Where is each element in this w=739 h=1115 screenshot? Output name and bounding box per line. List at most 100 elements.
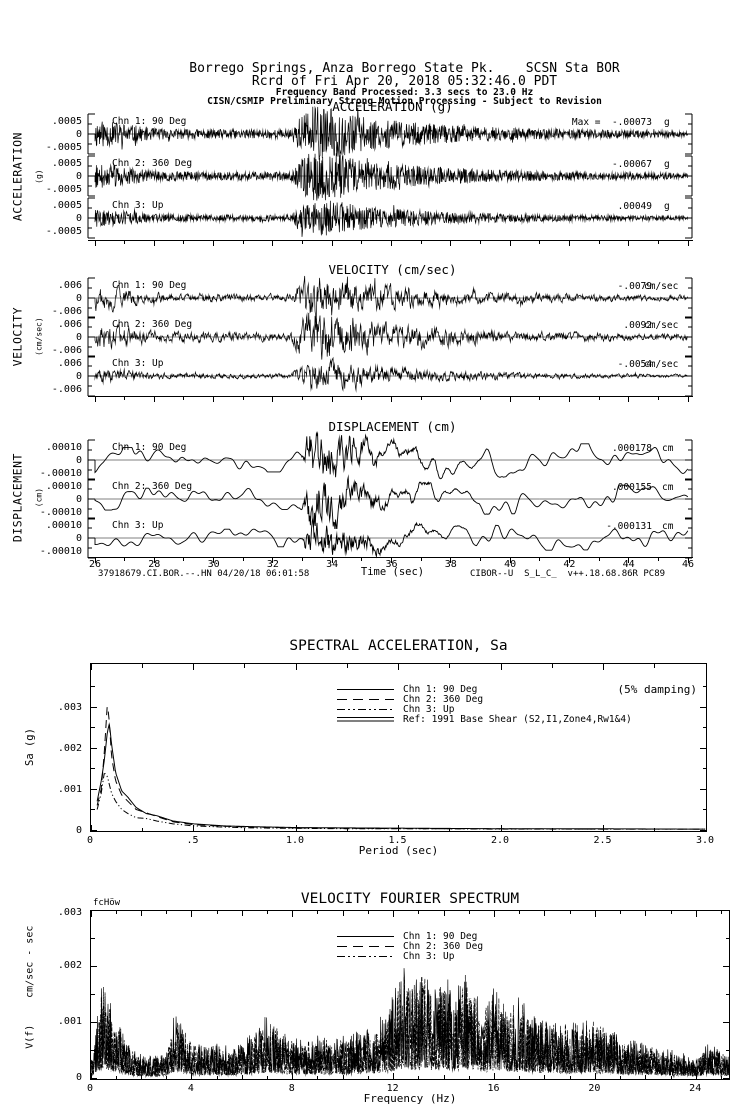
max-value-label: .000178 xyxy=(611,443,652,454)
fourier-y-axis-label: V(f) xyxy=(24,1024,36,1049)
channel-label: Chn 3: Up xyxy=(112,520,164,531)
legend-label: Chn 2: 360 Deg xyxy=(403,693,484,705)
sa-x-tick-label: 2.0 xyxy=(490,835,510,846)
fourier-x-tick xyxy=(393,911,395,917)
fourier-y-tick xyxy=(91,1077,97,1079)
legend-label: Chn 3: Up xyxy=(403,950,455,962)
fourier-x-tick xyxy=(569,911,571,914)
fourier-x-tick-label: 12 xyxy=(386,1083,399,1094)
legend-line-sample-solid xyxy=(337,688,394,690)
sa-x-tick xyxy=(295,664,297,670)
scale-label-bottom: -.0005 xyxy=(45,142,82,153)
fourier-x-tick xyxy=(594,911,596,917)
fourier-x-tick xyxy=(166,1076,168,1079)
fourier-y-tick xyxy=(723,1021,729,1023)
sa-y-tick xyxy=(91,809,95,810)
unit-label: cm/sec xyxy=(644,320,679,331)
fourier-x-tick xyxy=(292,911,294,917)
processing-version-footer: CIBOR--U S_L_C_ v++.18.68.86R PC89 xyxy=(470,569,666,579)
legend-line-sample-dash-dot-dot xyxy=(337,708,394,710)
max-value-label: .00049 xyxy=(617,201,652,212)
scale-label-bottom: -.006 xyxy=(51,384,82,395)
fourier-y-tick xyxy=(91,965,97,967)
fourier-x-tick xyxy=(115,1076,117,1079)
fourier-x-tick xyxy=(569,1076,571,1079)
waveform-canvas-displacement-chn3 xyxy=(82,508,698,568)
fourier-x-tick xyxy=(267,1076,269,1079)
fourier-y-tick xyxy=(91,993,95,995)
sa-x-tick-label: 3.0 xyxy=(695,835,715,846)
sa-y-tick xyxy=(700,829,706,831)
fourier-x-tick xyxy=(468,1076,470,1079)
sa-y-tick-label: .002 xyxy=(57,743,82,754)
fourier-y-tick-label: .003 xyxy=(57,907,82,918)
sa-y-tick xyxy=(700,747,706,749)
legend-line-sample-solid xyxy=(337,935,394,937)
fourier-title: VELOCITY FOURIER SPECTRUM xyxy=(300,891,520,907)
fourier-x-tick xyxy=(620,911,622,914)
fourier-y-tick xyxy=(725,937,729,939)
scale-label-zero: 0 xyxy=(75,129,82,140)
scale-label-zero: 0 xyxy=(75,213,82,224)
sa-x-tick xyxy=(654,827,656,831)
sa-x-axis-label: Period (sec) xyxy=(358,844,439,857)
max-value-label: -.0054 xyxy=(617,359,652,370)
sa-x-tick xyxy=(346,827,348,831)
fourier-y-tick xyxy=(723,965,729,967)
sa-x-tick xyxy=(449,827,451,831)
sa-x-tick xyxy=(398,825,399,831)
sa-x-tick xyxy=(141,827,143,831)
sa-x-tick xyxy=(551,827,553,831)
sa-x-tick xyxy=(90,825,92,831)
sa-x-tick-label: 0 xyxy=(86,835,94,846)
sa-x-tick xyxy=(654,664,656,668)
sa-x-tick-label: .5 xyxy=(186,835,199,846)
sa-y-axis-label: Sa (g) xyxy=(23,728,36,766)
fourier-x-axis-label: Frequency (Hz) xyxy=(363,1092,457,1105)
fourier-spectrum-canvas xyxy=(91,911,729,1079)
sa-y-tick xyxy=(700,788,706,790)
fourier-corner-label: fcHöw xyxy=(93,898,121,908)
channel-label: Chn 1: 90 Deg xyxy=(112,442,187,453)
fourier-x-tick xyxy=(594,1073,596,1079)
fourier-x-tick xyxy=(620,1076,622,1079)
sa-y-tick xyxy=(702,727,706,728)
fourier-x-tick xyxy=(216,1076,218,1079)
fourier-x-tick xyxy=(191,911,193,917)
scale-label-zero: 0 xyxy=(75,332,82,343)
fourier-y-tick xyxy=(725,1049,729,1051)
fourier-y-unit-label: cm/sec - sec xyxy=(24,925,36,998)
fourier-x-tick xyxy=(695,1073,697,1079)
fourier-x-tick xyxy=(267,911,269,914)
sa-x-tick xyxy=(705,664,707,670)
channel-label: Chn 2: 360 Deg xyxy=(112,481,193,492)
fourier-x-tick-label: 8 xyxy=(288,1083,295,1094)
fourier-x-tick xyxy=(544,911,546,916)
fourier-x-tick xyxy=(393,1073,395,1079)
legend-label: Chn 3: Up xyxy=(403,703,455,715)
sa-y-tick xyxy=(91,829,97,831)
fourier-x-tick-label: 0 xyxy=(86,1083,94,1094)
fourier-x-tick xyxy=(493,911,495,917)
channel-label: Chn 2: 360 Deg xyxy=(112,158,193,169)
fourier-x-tick xyxy=(695,911,697,917)
sa-x-tick xyxy=(90,664,92,670)
fourier-x-tick xyxy=(241,1074,243,1079)
sa-x-tick xyxy=(500,825,502,831)
record-id-footer: 37918679.CI.BOR.--.HN 04/20/18 06:01:58 xyxy=(98,569,310,579)
sa-y-tick-label: 0 xyxy=(75,825,82,836)
max-value-label: .0092 xyxy=(623,320,652,331)
scale-label-zero: 0 xyxy=(75,533,82,544)
legend-row: Chn 3: Up xyxy=(337,950,455,962)
sa-title: SPECTRAL ACCELERATION, Sa xyxy=(289,638,508,654)
sa-y-tick xyxy=(91,727,95,728)
scale-label-top: .006 xyxy=(57,358,82,369)
fourier-x-tick xyxy=(519,911,521,914)
max-value-label: -.0079 xyxy=(617,281,652,292)
fourier-x-tick xyxy=(670,1076,672,1079)
scale-label-top: .00010 xyxy=(45,520,82,531)
fourier-y-tick-label: .002 xyxy=(57,960,82,971)
sa-x-tick-label: 1.0 xyxy=(285,835,305,846)
fourier-x-tick xyxy=(317,1076,319,1079)
